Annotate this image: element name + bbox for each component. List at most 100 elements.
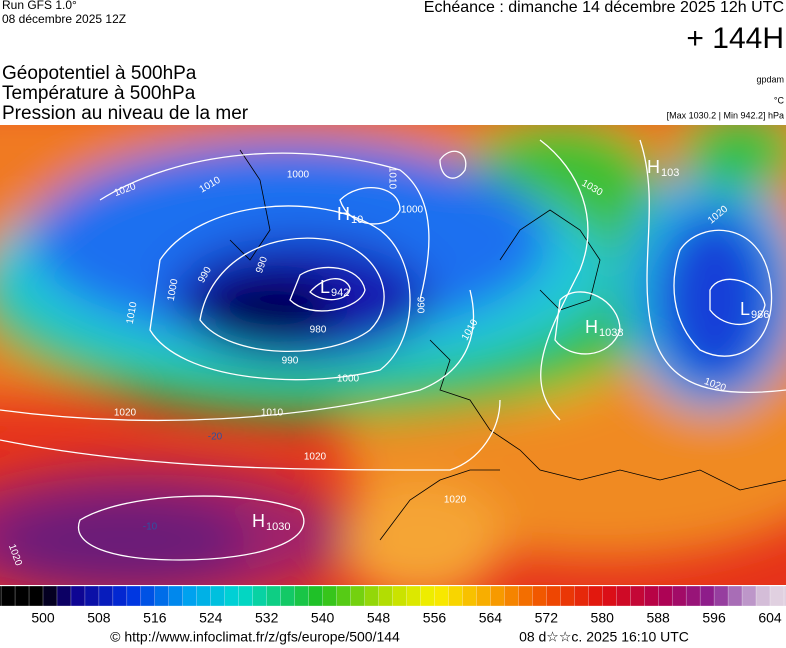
colorbar-swatch	[14, 585, 30, 607]
center-value: 1038	[599, 327, 623, 339]
isobar-label: 1000	[166, 278, 181, 302]
colorbar-swatch	[0, 585, 16, 607]
colorbar-swatch	[84, 585, 100, 607]
forecast-step: + 144H	[686, 22, 784, 55]
colorbar-swatch	[266, 585, 282, 607]
colorbar-swatch	[713, 585, 729, 607]
isobar-label: 1000	[401, 205, 424, 216]
center-type: H	[337, 204, 350, 224]
colorbar-swatch	[630, 585, 645, 607]
temperature-label: -10	[143, 522, 158, 533]
colorbar-swatch	[98, 585, 114, 607]
colorbar-swatch	[126, 585, 142, 607]
colorbar-swatch	[588, 585, 603, 607]
colorbar-swatch	[602, 585, 617, 607]
colorbar-swatch	[238, 585, 254, 607]
isobar-label: 980	[310, 325, 327, 336]
colorbar-swatch	[42, 585, 58, 607]
colorbar-tick-label: 500	[31, 610, 55, 626]
isobar-label: 1010	[125, 301, 140, 325]
colorbar-swatch	[196, 585, 212, 607]
colorbar-tick-label: 588	[646, 610, 670, 626]
colorbar-swatch	[154, 585, 170, 607]
colorbar-swatch	[476, 585, 492, 607]
isobar-label: 1010	[386, 167, 397, 190]
colorbar-tick-label: 548	[367, 610, 391, 626]
colorbar-swatch	[546, 585, 561, 607]
field-pressure: Pression au niveau de la mer	[2, 103, 249, 124]
colorbar-swatch	[574, 585, 589, 607]
colorbar-swatch	[434, 585, 450, 607]
map	[0, 125, 786, 585]
colorbar: 500 508 516 524 532 540 548 556 564 572 580 588 596 6…	[0, 585, 786, 626]
colorbar-swatch	[56, 585, 72, 607]
colorbar-swatch	[644, 585, 659, 607]
isobar-label: 1020	[114, 408, 137, 419]
field-geopotential: Géopotentiel à 500hPa	[2, 63, 197, 84]
center-type: H	[585, 317, 598, 337]
echeance: Echéance : dimanche 14 décembre 2025 12h…	[424, 0, 784, 16]
colorbar-swatch	[140, 585, 156, 607]
center-value: 942	[331, 287, 349, 299]
run-date: 08 décembre 2025 12Z	[2, 12, 126, 26]
footer-source: © http://www.infoclimat.fr/z/gfs/europe/…	[110, 629, 400, 645]
colorbar-tick-label: 540	[311, 610, 335, 626]
colorbar-swatch	[210, 585, 226, 607]
colorbar-swatch	[741, 585, 757, 607]
colorbar-swatch	[420, 585, 436, 607]
center-value: 10	[351, 214, 363, 226]
colorbar-tick-label: 604	[758, 610, 782, 626]
colorbar-tick-label: 532	[255, 610, 279, 626]
unit-pressure: [Max 1030.2 | Min 942.2] hPa	[667, 110, 784, 120]
colorbar-swatch	[336, 585, 352, 607]
center-type: H	[252, 511, 265, 531]
colorbar-swatch	[168, 585, 184, 607]
colorbar-swatch	[252, 585, 268, 607]
colorbar-tick-label: 580	[591, 610, 615, 626]
isobar-label: 1010	[261, 408, 284, 419]
colorbar-swatch	[112, 585, 128, 607]
isobar-label: 1020	[304, 452, 327, 463]
center-value: 1030	[266, 521, 290, 533]
colorbar-swatch	[532, 585, 547, 607]
center-type: L	[320, 277, 330, 297]
colorbar-swatch	[755, 585, 771, 607]
colorbar-swatch	[685, 585, 701, 607]
colorbar-swatch	[294, 585, 310, 607]
colorbar-tick-label: 516	[143, 610, 167, 626]
coastlines	[229, 149, 786, 541]
temperature-label: -20	[208, 432, 223, 443]
colorbar-swatch	[616, 585, 631, 607]
footer-generated: 08 d☆☆c. 2025 16:10 UTC	[519, 629, 689, 645]
isobar-label: 990	[414, 297, 425, 314]
colorbar-swatch	[769, 585, 785, 607]
colorbar-tick-label: 556	[423, 610, 447, 626]
colorbar-swatch	[560, 585, 575, 607]
colorbar-swatch	[504, 585, 519, 607]
colorbar-tick-label: 508	[87, 610, 111, 626]
center-value: 986	[751, 309, 769, 321]
colorbar-swatch	[280, 585, 296, 607]
colorbar-swatch	[392, 585, 408, 607]
colorbar-tick-label: 524	[199, 610, 223, 626]
colorbar-swatch	[671, 585, 687, 607]
colorbar-tick-label: 564	[479, 610, 503, 626]
colorbar-swatch	[350, 585, 366, 607]
colorbar-swatch	[322, 585, 338, 607]
colorbar-swatch	[448, 585, 464, 607]
colorbar-swatch	[70, 585, 86, 607]
colorbar-swatch	[28, 585, 44, 607]
colorbar-swatch	[364, 585, 380, 607]
colorbar-swatch	[462, 585, 478, 607]
unit-temperature: °C	[774, 95, 785, 105]
colorbar-swatch	[658, 585, 673, 607]
isobar-label: 1020	[444, 495, 467, 506]
center-type: H	[647, 157, 660, 177]
field-temperature: Température à 500hPa	[2, 83, 196, 104]
center-value: 103	[661, 167, 679, 179]
colorbar-swatch	[727, 585, 743, 607]
isobar-label: 990	[282, 356, 299, 367]
colorbar-swatch	[378, 585, 394, 607]
colorbar-swatch	[783, 585, 786, 607]
